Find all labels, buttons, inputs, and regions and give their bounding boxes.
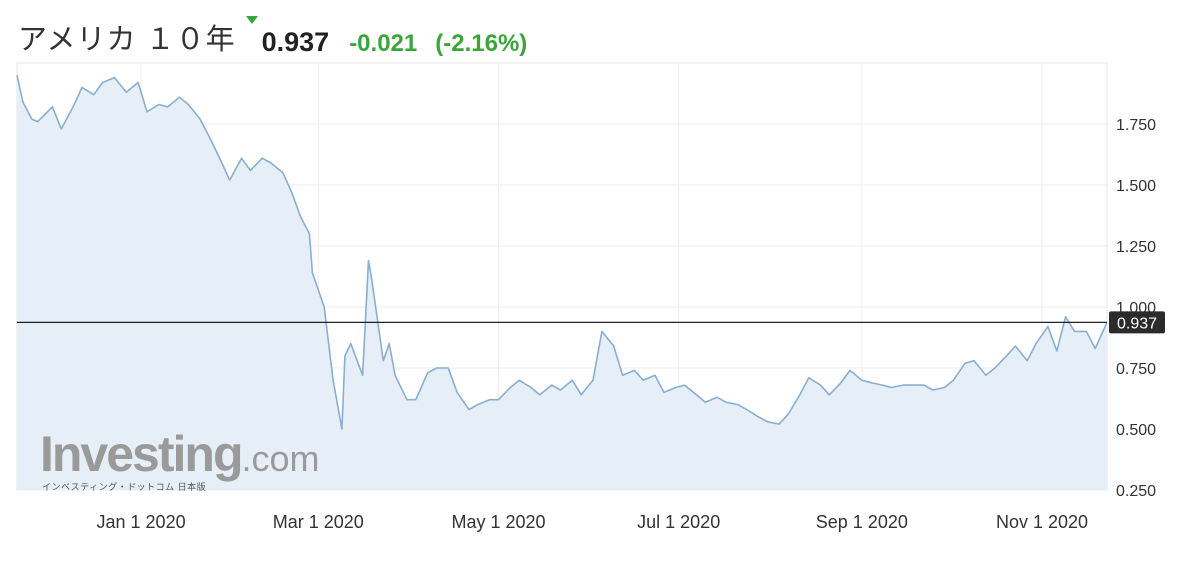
price-change: -0.021 [349,30,418,57]
last-price: 0.937 [261,27,330,57]
y-tick-label: 0.750 [1116,361,1156,378]
y-tick-label: 0.250 [1116,483,1156,500]
x-tick-label: Mar 1 2020 [273,512,364,532]
y-tick-label: 1.500 [1116,178,1156,195]
logo-suffix: .com [241,438,320,479]
x-tick-label: Jul 1 2020 [637,512,720,532]
y-tick-label: 0.500 [1116,422,1156,439]
current-value-tag [1109,311,1165,334]
logo-subtitle: インベスティング・ドットコム 日本版 [42,482,207,492]
series-line [16,75,1108,430]
logo-brand: Investing [40,426,243,482]
x-tick-label: Sep 1 2020 [816,512,908,532]
investing-logo: Investing.com インベスティング・ドットコム 日本版 [40,425,320,492]
y-tick-label: 1.250 [1116,239,1156,256]
instrument-title: アメリカ １０年 [18,24,236,56]
y-tick-label: 1.750 [1116,117,1156,134]
quote-header: アメリカ １０年 0.937 -0.021 (-2.16%) [18,10,527,58]
x-tick-label: Nov 1 2020 [996,512,1088,532]
triangle-down-icon [245,16,258,24]
x-tick-label: Jan 1 2020 [97,512,186,532]
x-tick-label: May 1 2020 [451,512,545,532]
series-area [17,75,1107,490]
price-change-percent: (-2.16%) [435,30,528,57]
current-value-label: 0.937 [1117,315,1157,332]
